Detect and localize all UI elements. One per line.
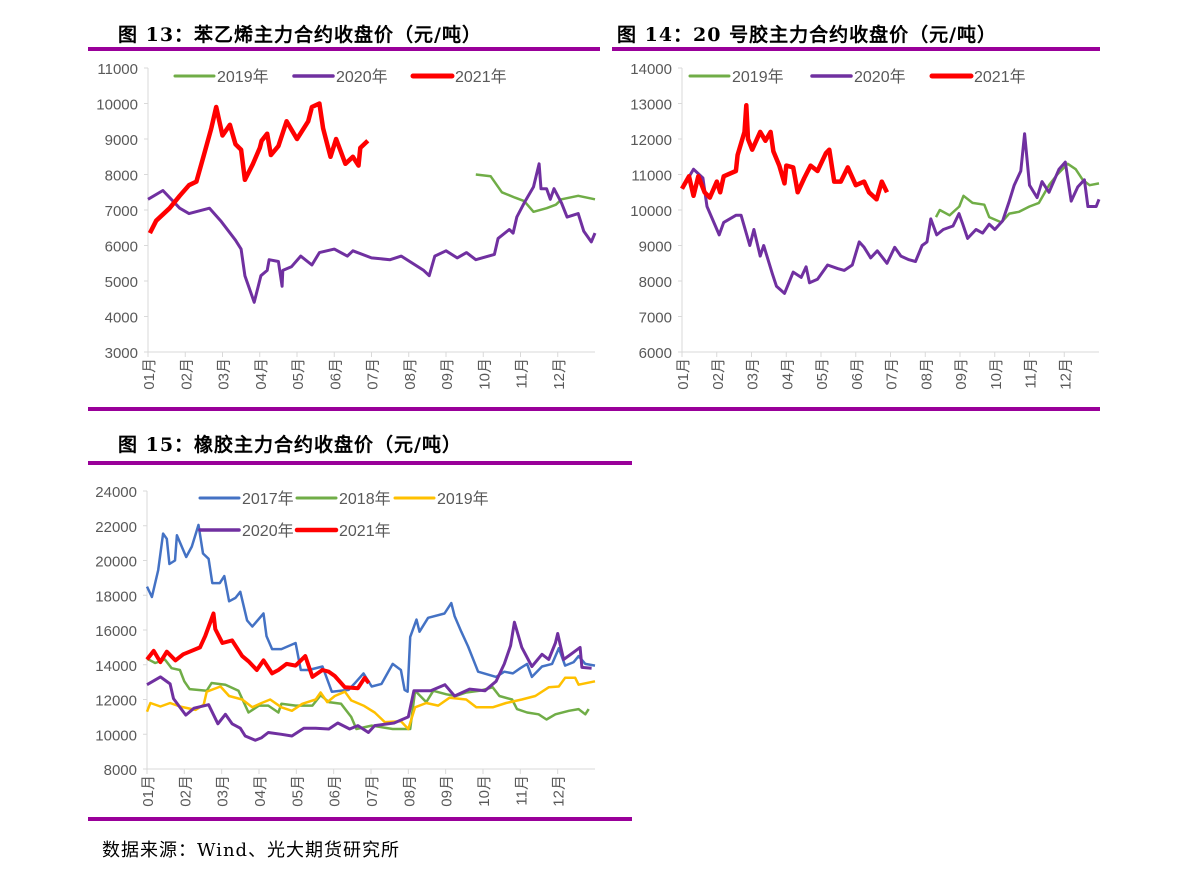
x-tick-label: 07月 — [884, 358, 901, 390]
legend-label: 2019年 — [437, 490, 489, 508]
x-tick-label: 05月 — [289, 775, 306, 807]
x-tick-label: 08月 — [401, 775, 418, 807]
x-tick-label: 05月 — [290, 358, 307, 390]
y-tick-label: 20000 — [95, 554, 137, 571]
legend-label: 2017年 — [242, 490, 294, 508]
x-tick-label: 03月 — [745, 358, 762, 390]
series-line-2021年 — [145, 611, 371, 691]
x-tick-label: 09月 — [439, 358, 456, 390]
y-tick-label: 14000 — [630, 61, 672, 78]
y-tick-label: 12000 — [95, 693, 137, 710]
y-tick-label: 11000 — [631, 168, 672, 185]
series-line-2021年 — [147, 101, 370, 235]
y-tick-label: 8000 — [104, 762, 137, 779]
legend-label: 2020年 — [854, 68, 906, 86]
x-tick-label: 01月 — [140, 775, 157, 807]
legend-label: 2021年 — [455, 68, 507, 86]
x-tick-label: 03月 — [215, 775, 232, 807]
y-tick-label: 10000 — [630, 203, 672, 220]
x-tick-label: 03月 — [216, 358, 233, 390]
y-tick-label: 9000 — [639, 239, 672, 256]
x-tick-label: 09月 — [953, 358, 970, 390]
y-tick-label: 24000 — [95, 484, 137, 501]
x-tick-label: 02月 — [710, 358, 727, 390]
chart-14-title: 图 14：20 号胶主力合约收盘价（元/吨） — [617, 24, 998, 46]
x-tick-label: 02月 — [177, 775, 194, 807]
x-tick-label: 07月 — [364, 775, 381, 807]
chart-13-title: 图 13：苯乙烯主力合约收盘价（元/吨） — [118, 24, 482, 46]
x-tick-label: 10月 — [988, 358, 1005, 390]
x-tick-label: 10月 — [476, 775, 493, 807]
x-tick-label: 08月 — [402, 358, 419, 390]
x-tick-label: 10月 — [476, 358, 493, 390]
series-line-2017年 — [145, 523, 596, 693]
series-line-2019年 — [475, 173, 596, 214]
series-line-2018年 — [146, 657, 590, 731]
y-tick-label: 8000 — [639, 274, 672, 291]
y-tick-label: 6000 — [639, 345, 672, 362]
y-tick-label: 7000 — [639, 310, 672, 327]
x-tick-label: 11月 — [513, 775, 530, 806]
x-tick-label: 01月 — [141, 358, 158, 390]
y-tick-label: 14000 — [95, 658, 137, 675]
legend-label: 2021年 — [339, 522, 391, 540]
x-tick-label: 06月 — [327, 358, 344, 390]
x-tick-label: 02月 — [178, 358, 195, 390]
x-tick-label: 12月 — [551, 358, 568, 390]
x-tick-label: 04月 — [252, 775, 269, 807]
y-tick-label: 10000 — [95, 727, 137, 744]
x-tick-label: 08月 — [918, 358, 935, 390]
series-line-2020年 — [146, 620, 592, 742]
legend-label: 2019年 — [732, 68, 784, 86]
y-tick-label: 22000 — [95, 519, 137, 536]
x-tick-label: 06月 — [327, 775, 344, 807]
y-tick-label: 12000 — [630, 132, 672, 149]
series-line-2021年 — [680, 103, 890, 202]
legend-label: 2021年 — [974, 68, 1026, 86]
y-tick-label: 10000 — [96, 97, 138, 114]
y-tick-label: 16000 — [95, 623, 137, 640]
x-tick-label: 12月 — [551, 775, 568, 807]
bottom-divider — [88, 817, 632, 821]
series-line-2019年 — [145, 676, 596, 731]
y-tick-label: 6000 — [105, 239, 138, 256]
x-tick-label: 04月 — [253, 358, 270, 390]
title-underline-15 — [88, 461, 632, 465]
y-tick-label: 3000 — [105, 345, 138, 362]
x-tick-label: 07月 — [365, 358, 382, 390]
legend-label: 2018年 — [339, 490, 391, 508]
series-line-2019年 — [934, 162, 1100, 224]
x-tick-label: 01月 — [675, 358, 692, 390]
x-tick-label: 11月 — [1023, 358, 1040, 389]
title-underline-13 — [88, 47, 600, 51]
legend-label: 2019年 — [217, 68, 269, 86]
y-tick-label: 8000 — [105, 168, 138, 185]
series-line-2020年 — [680, 132, 1101, 295]
chart-15-title: 图 15：橡胶主力合约收盘价（元/吨） — [118, 434, 462, 456]
y-tick-label: 18000 — [95, 588, 137, 605]
x-tick-label: 05月 — [814, 358, 831, 390]
x-tick-label: 09月 — [439, 775, 456, 807]
legend-label: 2020年 — [242, 522, 294, 540]
y-tick-label: 13000 — [630, 97, 672, 114]
title-underline-14 — [612, 47, 1100, 51]
x-tick-label: 06月 — [849, 358, 866, 390]
y-tick-label: 5000 — [105, 274, 138, 291]
legend-label: 2020年 — [336, 68, 388, 86]
series-line-2020年 — [147, 162, 597, 304]
x-tick-label: 11月 — [514, 358, 531, 389]
x-tick-label: 04月 — [779, 358, 796, 390]
y-tick-label: 7000 — [105, 203, 138, 220]
source-note: 数据来源：Wind、光大期货研究所 — [102, 840, 401, 861]
section-divider — [88, 407, 1100, 411]
y-tick-label: 11000 — [97, 61, 138, 78]
x-tick-label: 12月 — [1057, 358, 1074, 390]
y-tick-label: 9000 — [105, 132, 138, 149]
y-tick-label: 4000 — [105, 310, 138, 327]
